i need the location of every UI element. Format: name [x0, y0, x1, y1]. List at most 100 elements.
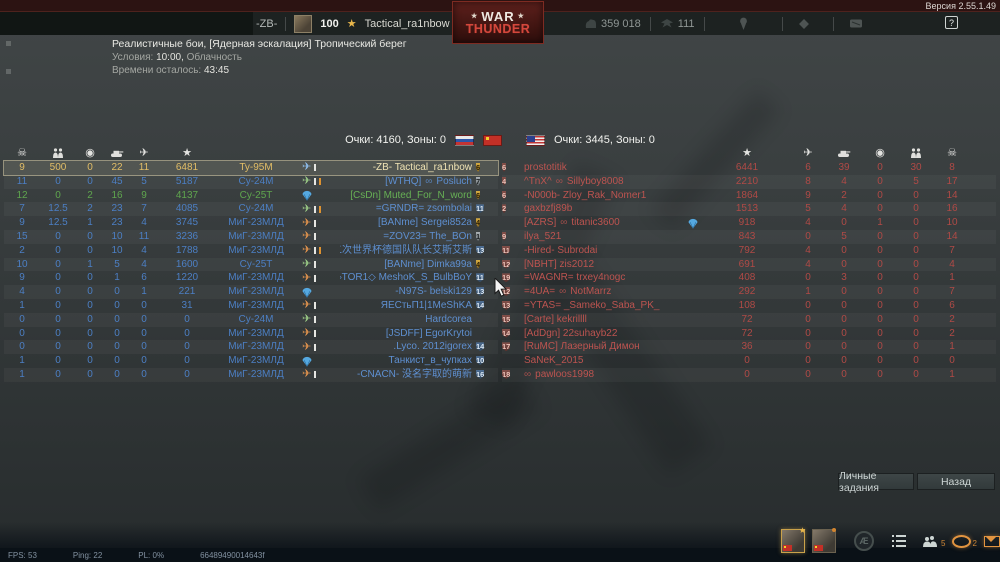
vehicle-name: МиГ-23МЛД: [228, 299, 284, 311]
level-badge-cell: 13: [476, 244, 498, 258]
notifications-icon[interactable]: 2: [952, 534, 977, 548]
level-badge-cell: 10: [476, 354, 498, 368]
map-pin-icon[interactable]: [738, 17, 749, 30]
stat-cell: 0: [55, 272, 61, 284]
stat-cell: 0: [184, 313, 190, 325]
status-bar: FPS: 53 Ping: 22 PL: 0% 66489490014643f: [8, 551, 265, 560]
stat-cell: 11: [16, 175, 28, 187]
right-team-row[interactable]: 2 gaxbzfj89b 1513 5 4 0 0 16: [502, 202, 996, 217]
back-button[interactable]: Назад: [917, 473, 995, 490]
right-team-row[interactable]: 13 =YTAS= _Sameko_Saba_PK_ 108 0 0 0 0 6: [502, 299, 996, 313]
stat-cell: 0: [141, 355, 147, 367]
right-team-row[interactable]: 9 ilya_521 843 0 5 0 0 14: [502, 229, 996, 244]
left-team-row[interactable]: 12 0 2 16 9 4137 Су-25Т [CsDn] Muted_For_N_word…: [4, 189, 498, 203]
player-name: ilya_521: [524, 230, 562, 242]
stat-cell: 4: [141, 217, 147, 229]
stat-cell: 0: [87, 368, 93, 380]
silver-lions[interactable]: 359 018: [584, 18, 641, 30]
left-team-row[interactable]: 10 0 1 5 4 1600 Су-25Т ✈ [BANme] Dimka99a 4: [4, 257, 498, 272]
stat-cell: 0: [841, 313, 847, 325]
loadout-mark-icon: [314, 260, 317, 268]
player-cluster[interactable]: -ZB- 100 ★ Tactical_ra1nbow: [256, 12, 450, 35]
stat-cell: 7: [141, 203, 147, 215]
player-name: ^TnX^: [524, 175, 552, 187]
player-name: [WTHQ]: [385, 175, 422, 187]
stat-cell: 0: [184, 368, 190, 380]
stat-cell: 0: [913, 355, 919, 367]
player-name: [BANme] Dimka99a: [384, 258, 472, 270]
player-name: -CNACN- 没名字取的萌新: [357, 368, 472, 380]
stat-cell: 7: [949, 286, 955, 298]
stat-cell: 0: [805, 313, 811, 325]
right-team-row[interactable]: 17 [RuMC] Лазерный Димон 36 0 0 0 0 1: [502, 340, 996, 355]
vehicle-name: МиГ-23МЛД: [228, 217, 284, 229]
stat-cell: 1220: [175, 272, 199, 284]
right-team-row[interactable]: 15 [Carte] kekrillll 72 0 0 0 0 2: [502, 312, 996, 327]
squad-member-avatar[interactable]: ★: [781, 526, 806, 553]
stat-cell: 11: [138, 230, 150, 242]
right-team-row[interactable]: 19 =WAGNR= trxey4nogc 408 0 3 0 0 1: [502, 271, 996, 285]
squad-member-avatar[interactable]: [812, 528, 836, 553]
left-team-row[interactable]: 15 0 0 10 11 3236 МиГ-23МЛД ✈ =ZOV23= The_BOn 1: [4, 229, 498, 244]
right-team-row[interactable]: [AZRS] ∞ titanic3600 918 4 0 1 0 10: [502, 216, 996, 230]
left-team-row[interactable]: 4 0 0 0 1 221 МиГ-23МЛД -N97S- belski129 13: [4, 285, 498, 299]
right-team-row[interactable]: 12 [NBHT] zis2012 691 4 0 0 0 4: [502, 257, 996, 272]
player-name: NotMarrz: [570, 286, 612, 298]
battle-log-icon[interactable]: [892, 535, 906, 547]
stat-cell: 2210: [735, 175, 759, 187]
left-team-row[interactable]: 11 0 0 45 5 5187 Су-24М ✈ [WTHQ] ∞ Posluch 7: [4, 174, 498, 189]
air-column-icon: ✈: [139, 147, 149, 159]
stat-cell: 0: [141, 299, 147, 311]
air-column-icon: ✈: [803, 147, 813, 159]
right-team-row[interactable]: 6 -N000b- Zloy_Rak_Nomer1 1864 9 2 0 0 14: [502, 189, 996, 203]
left-team-row[interactable]: 1 0 0 0 0 0 МиГ-23МЛД ✈ -CNACN- 没名字取的萌新 16: [4, 367, 498, 382]
deaths-column-icon: ☠: [947, 147, 957, 159]
vehicle-name: МиГ-23МЛД: [228, 286, 284, 298]
personal-tasks-button[interactable]: Личные задания: [838, 470, 914, 494]
glasses-icon: ∞: [524, 368, 532, 380]
mail-icon[interactable]: [983, 535, 1000, 547]
right-team-row[interactable]: 18 ∞ pawloos1998 0 0 0 0 0 1: [502, 367, 996, 382]
stat-cell: 10: [111, 230, 123, 242]
player-name: [CsDn] Muted_For_N_word: [350, 189, 472, 201]
stat-cell: 691: [738, 258, 756, 270]
player-name: -N000b- Zloy_Rak_Nomer1: [524, 189, 647, 201]
left-team-row[interactable]: 1 0 0 0 0 31 МиГ-23МЛД ✈ ЯЕСтьП1|1MeShKA 14: [4, 299, 498, 313]
right-team-row[interactable]: 12 =4UA= ∞ NotMarrz 292 1 0 0 0 7: [502, 285, 996, 299]
level-badge: 14: [502, 328, 511, 338]
stat-cell: 3745: [175, 217, 199, 229]
right-team-row[interactable]: SaNeK_2015 0 0 0 0 0 0: [502, 354, 996, 368]
left-team-row[interactable]: 0 0 0 0 0 0 МиГ-23МЛД ✈ [JSDFF] EgorKrytoi: [4, 327, 498, 341]
left-team-row[interactable]: 9 12.5 1 23 4 3745 МиГ-23МЛД ✈ [BANme] Sergei852…: [4, 216, 498, 230]
vehicle-icon-cell: ✈: [296, 258, 340, 270]
right-team-row[interactable]: 4 ^TnX^ ∞ Sillyboy8008 2210 8 4 0 5 17: [502, 174, 996, 189]
plane-orange-vehicle-icon: ✈: [302, 326, 312, 339]
level-badge: 6: [476, 163, 481, 172]
level-badge-cell: 12: [502, 258, 522, 272]
packet-loss: PL: 0%: [138, 551, 165, 560]
golden-eagles[interactable]: 111: [660, 18, 695, 30]
vehicle-name: МиГ-23МЛД: [228, 327, 284, 339]
right-team-row[interactable]: 11 -Hired- Subrodai 792 4 0 0 0 7: [502, 244, 996, 258]
left-team-row[interactable]: 0 0 0 0 0 0 Су-24М ✈ Hardcorea: [4, 312, 498, 327]
left-team-row[interactable]: 0 0 0 0 0 0 МиГ-23МЛД ✈ .Lyco. 2012igorex 14: [4, 340, 498, 355]
left-team-row[interactable]: 7 12.5 2 23 7 4085 Су-24М ✈ =GRNDR= zsombolai 11: [4, 202, 498, 217]
left-team-row[interactable]: 1 0 0 0 0 0 МиГ-23МЛД Танкист_в_чупках 10: [4, 354, 498, 368]
player-name-cell: -CNACN- 没名字取的萌新: [340, 368, 476, 382]
emblem-icon[interactable]: Æ: [854, 531, 874, 551]
squad-panel-icon[interactable]: 5: [922, 535, 945, 548]
vehicle-name: Су-25Т: [239, 189, 273, 201]
stat-cell: 0: [805, 368, 811, 380]
level-badge: 11: [476, 204, 484, 214]
player-name-cell: -N000b- Zloy_Rak_Nomer1: [522, 189, 682, 203]
left-team-row[interactable]: 9 500 0 22 11 6481 Ту-95М ✈ -ZB- Tactical_ra1nbo…: [3, 160, 499, 176]
right-team-row[interactable]: 14 [AdDgn] 22suhayb22 72 0 0 0 0 2: [502, 327, 996, 341]
left-team-row[interactable]: 2 0 0 10 4 1788 МиГ-23МЛД ✈ 第二次世界杯德国队队长艾斯艾斯 13: [4, 244, 498, 258]
ticket-icon[interactable]: [849, 18, 863, 29]
help-button[interactable]: ?: [945, 16, 958, 29]
right-team-table: 6 prostotitik 6441 6 39 0 30 8 4 ^TnX^ ∞ Sillyboy80…: [502, 161, 996, 382]
player-avatar[interactable]: [294, 14, 313, 33]
right-team-row[interactable]: 6 prostotitik 6441 6 39 0 30 8: [502, 161, 996, 175]
left-team-row[interactable]: 9 0 0 1 6 1220 МиГ-23МЛД ✈ ◇TOR1◇ MeshoK_S_BulbB…: [4, 271, 498, 285]
gem-icon[interactable]: [798, 18, 810, 30]
